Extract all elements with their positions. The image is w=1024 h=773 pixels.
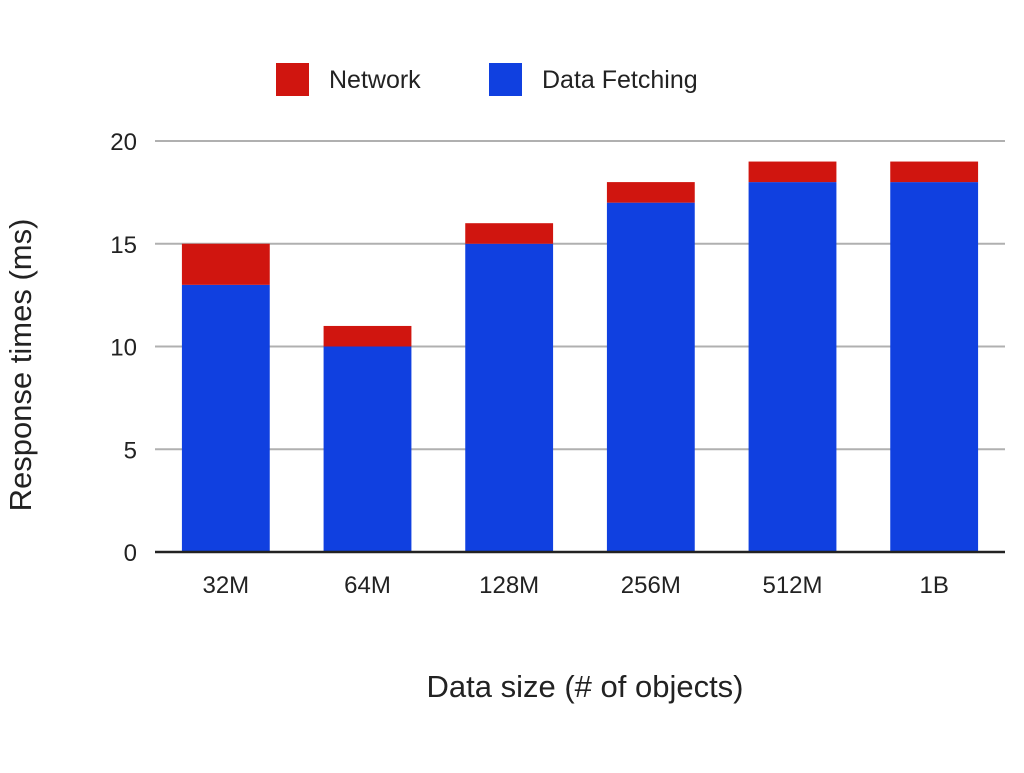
y-tick-label: 15	[110, 232, 137, 259]
legend-label: Data Fetching	[542, 66, 698, 94]
legend-swatch	[276, 63, 309, 96]
legend: Network Data Fetching	[276, 63, 698, 96]
y-axis-title: Response times (ms)	[3, 219, 38, 512]
bar-segment-network	[606, 182, 695, 203]
y-tick-label: 0	[124, 540, 137, 567]
y-tick-label: 5	[124, 437, 137, 464]
legend-label: Network	[329, 66, 421, 94]
bar-segment-data-fetching	[323, 346, 412, 552]
gridlines	[155, 140, 1005, 451]
bar-segment-data-fetching	[890, 182, 979, 552]
x-tick-label: 512M	[762, 572, 822, 599]
x-tick-label: 1B	[919, 572, 948, 599]
x-tick-label: 256M	[621, 572, 681, 599]
y-tick-label: 10	[110, 335, 137, 362]
legend-swatch	[489, 63, 522, 96]
x-axis-title: Data size (# of objects)	[426, 669, 743, 704]
bars	[181, 161, 979, 552]
bar-segment-data-fetching	[748, 182, 837, 552]
axes: 0 5 10 15 20 32M 64M 128M 256M 512M 1B	[110, 129, 1005, 599]
bar-segment-network	[748, 161, 837, 183]
bar-segment-network	[181, 243, 270, 285]
bar-segment-data-fetching	[181, 284, 270, 552]
y-tick-label: 20	[110, 129, 137, 156]
x-tick-label: 128M	[479, 572, 539, 599]
bar-segment-network	[465, 223, 554, 244]
bar-segment-network	[323, 325, 412, 347]
x-tick-label: 64M	[344, 572, 391, 599]
x-tick-label: 32M	[202, 572, 249, 599]
bar-segment-data-fetching	[465, 243, 554, 552]
bar-segment-network	[890, 161, 979, 183]
bar-segment-data-fetching	[606, 202, 695, 552]
